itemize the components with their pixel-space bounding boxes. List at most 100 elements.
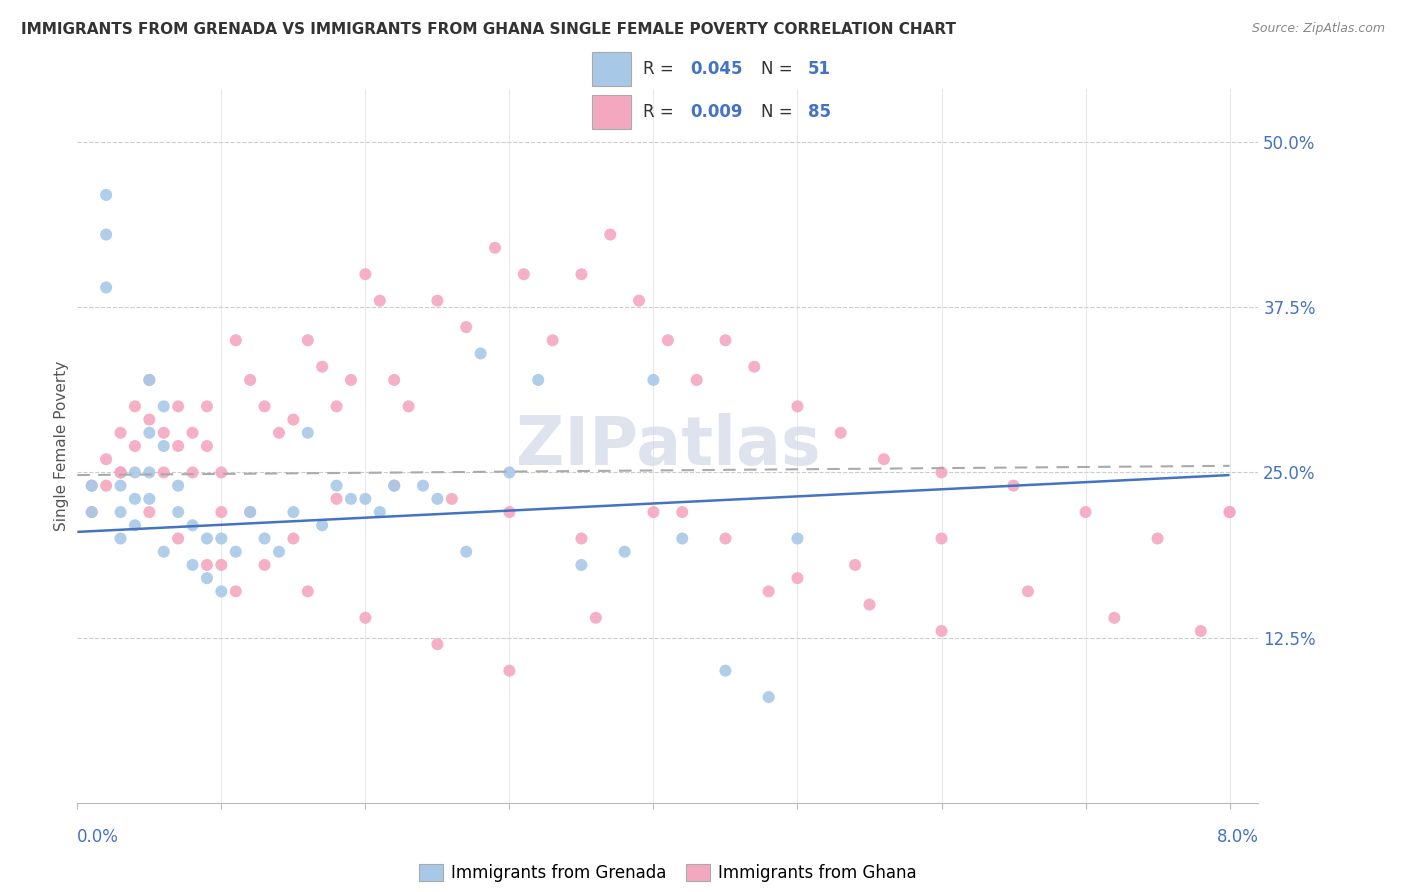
Point bbox=[484, 241, 506, 255]
Point bbox=[758, 690, 780, 704]
Point bbox=[426, 491, 449, 506]
Point bbox=[138, 466, 160, 480]
Point bbox=[498, 505, 520, 519]
Text: 0.009: 0.009 bbox=[690, 103, 742, 121]
Point bbox=[382, 478, 405, 492]
Point bbox=[758, 584, 780, 599]
Point bbox=[253, 532, 276, 546]
Point bbox=[152, 400, 174, 414]
Point bbox=[1219, 505, 1241, 519]
Text: 8.0%: 8.0% bbox=[1216, 828, 1258, 846]
Point bbox=[138, 505, 160, 519]
Point bbox=[195, 400, 218, 414]
Legend: Immigrants from Grenada, Immigrants from Ghana: Immigrants from Grenada, Immigrants from… bbox=[411, 856, 925, 891]
Point bbox=[527, 373, 550, 387]
Point bbox=[209, 584, 232, 599]
Text: R =: R = bbox=[643, 60, 679, 78]
Point bbox=[671, 505, 693, 519]
Point bbox=[354, 267, 377, 281]
Point bbox=[124, 439, 146, 453]
Point bbox=[297, 425, 319, 440]
Point bbox=[195, 558, 218, 572]
Point bbox=[209, 558, 232, 572]
Point bbox=[167, 532, 190, 546]
Point bbox=[110, 532, 132, 546]
Point bbox=[571, 267, 593, 281]
Point bbox=[124, 466, 146, 480]
Point bbox=[1219, 505, 1241, 519]
Point bbox=[830, 425, 852, 440]
Point bbox=[225, 584, 247, 599]
Text: 85: 85 bbox=[808, 103, 831, 121]
Point bbox=[714, 532, 737, 546]
Point bbox=[110, 466, 132, 480]
Point bbox=[340, 491, 363, 506]
Point bbox=[440, 491, 463, 506]
Point bbox=[311, 359, 333, 374]
Point bbox=[685, 373, 707, 387]
Point bbox=[80, 478, 103, 492]
Text: ZIPatlas: ZIPatlas bbox=[516, 413, 820, 479]
Point bbox=[456, 545, 478, 559]
Text: 51: 51 bbox=[808, 60, 831, 78]
Point bbox=[152, 545, 174, 559]
Point bbox=[742, 359, 765, 374]
Point bbox=[382, 478, 405, 492]
Point bbox=[456, 320, 478, 334]
Point bbox=[1017, 584, 1039, 599]
Point bbox=[152, 466, 174, 480]
Text: Source: ZipAtlas.com: Source: ZipAtlas.com bbox=[1251, 22, 1385, 36]
Point bbox=[426, 293, 449, 308]
Point bbox=[110, 466, 132, 480]
Point bbox=[470, 346, 492, 360]
Point bbox=[209, 532, 232, 546]
Point bbox=[1146, 532, 1168, 546]
Point bbox=[297, 333, 319, 347]
Point bbox=[340, 373, 363, 387]
Point bbox=[94, 452, 117, 467]
Point bbox=[599, 227, 621, 242]
Text: N =: N = bbox=[761, 103, 797, 121]
Point bbox=[110, 425, 132, 440]
Point bbox=[1074, 505, 1097, 519]
Point bbox=[325, 491, 347, 506]
Point bbox=[253, 558, 276, 572]
Point bbox=[714, 664, 737, 678]
Point bbox=[786, 400, 808, 414]
Point bbox=[398, 400, 420, 414]
Point bbox=[195, 439, 218, 453]
Point bbox=[138, 373, 160, 387]
Point bbox=[110, 505, 132, 519]
Point bbox=[195, 571, 218, 585]
Point bbox=[181, 425, 204, 440]
Point bbox=[613, 545, 636, 559]
Point bbox=[267, 545, 290, 559]
Point bbox=[297, 584, 319, 599]
Point bbox=[209, 466, 232, 480]
Point bbox=[1002, 478, 1025, 492]
Point bbox=[513, 267, 536, 281]
Point bbox=[368, 505, 391, 519]
Point bbox=[167, 439, 190, 453]
Point bbox=[786, 532, 808, 546]
Point bbox=[628, 293, 651, 308]
Point bbox=[167, 400, 190, 414]
Text: R =: R = bbox=[643, 103, 679, 121]
Point bbox=[239, 505, 262, 519]
Point bbox=[643, 373, 665, 387]
Point bbox=[94, 227, 117, 242]
Point bbox=[354, 611, 377, 625]
Point bbox=[382, 373, 405, 387]
Point bbox=[152, 425, 174, 440]
Point bbox=[80, 478, 103, 492]
Point bbox=[283, 505, 305, 519]
Point bbox=[498, 664, 520, 678]
Point bbox=[325, 478, 347, 492]
Text: 0.045: 0.045 bbox=[690, 60, 742, 78]
Text: 0.0%: 0.0% bbox=[77, 828, 120, 846]
Point bbox=[325, 400, 347, 414]
Point bbox=[786, 571, 808, 585]
Point bbox=[873, 452, 896, 467]
Text: IMMIGRANTS FROM GRENADA VS IMMIGRANTS FROM GHANA SINGLE FEMALE POVERTY CORRELATI: IMMIGRANTS FROM GRENADA VS IMMIGRANTS FR… bbox=[21, 22, 956, 37]
Point bbox=[585, 611, 607, 625]
